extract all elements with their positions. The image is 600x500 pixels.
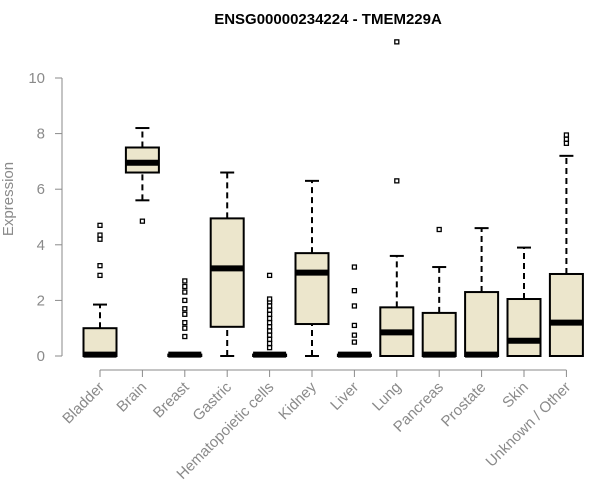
y-axis: 0 2 4 6 8 10 bbox=[28, 70, 63, 365]
outlier-point bbox=[266, 315, 273, 322]
x-tick-label: Prostate bbox=[438, 379, 490, 431]
outlier-point bbox=[266, 307, 273, 313]
outlier-point bbox=[351, 303, 358, 309]
outlier-point bbox=[182, 278, 188, 284]
box-liver bbox=[336, 264, 372, 358]
box-hematopoietic-cells bbox=[252, 272, 288, 358]
box-gastric bbox=[209, 171, 245, 357]
outlier-point bbox=[97, 232, 103, 238]
outlier-point bbox=[182, 311, 188, 317]
outlier-point bbox=[182, 306, 188, 312]
outlier-point bbox=[266, 303, 273, 309]
box-brain bbox=[124, 127, 160, 224]
outlier-point bbox=[351, 288, 358, 294]
outlier-point bbox=[97, 272, 103, 279]
y-tick-label: 2 bbox=[37, 292, 45, 309]
iqr-box bbox=[209, 217, 245, 328]
outlier-point bbox=[436, 226, 442, 233]
outlier-point bbox=[182, 283, 188, 290]
outlier-point bbox=[351, 322, 358, 329]
outlier-point bbox=[394, 178, 400, 184]
iqr-box bbox=[464, 291, 500, 357]
box-series bbox=[82, 39, 584, 358]
outlier-point bbox=[351, 339, 358, 345]
iqr-box bbox=[548, 272, 584, 357]
iqr-box bbox=[294, 252, 330, 326]
x-tick-label: Breast bbox=[150, 378, 193, 421]
outlier-point bbox=[563, 132, 570, 138]
box-unknown-other bbox=[548, 132, 584, 357]
iqr-box bbox=[506, 298, 542, 358]
x-tick-label: Skin bbox=[499, 379, 532, 412]
x-tick-label: Kidney bbox=[275, 378, 320, 423]
outlier-point bbox=[266, 332, 273, 338]
outlier-point bbox=[266, 272, 273, 279]
y-tick-label: 0 bbox=[37, 348, 45, 365]
y-tick-label: 10 bbox=[28, 70, 45, 87]
box-kidney bbox=[294, 179, 330, 357]
x-tick-label: Liver bbox=[327, 379, 362, 414]
outlier-point bbox=[563, 136, 570, 142]
outlier-point bbox=[266, 336, 273, 342]
outlier-point bbox=[394, 39, 400, 45]
y-tick-label: 8 bbox=[37, 126, 45, 143]
box-prostate bbox=[464, 227, 500, 358]
box-breast bbox=[167, 278, 203, 358]
outlier-point bbox=[563, 140, 570, 146]
outlier-point bbox=[182, 325, 188, 331]
iqr-box bbox=[421, 311, 457, 358]
x-tick-label: Brain bbox=[113, 379, 150, 416]
box-skin bbox=[506, 246, 542, 358]
outlier-point bbox=[266, 328, 273, 334]
box-bladder bbox=[82, 222, 118, 358]
outlier-point bbox=[266, 345, 273, 351]
outlier-point bbox=[182, 333, 188, 340]
box-lung bbox=[379, 39, 415, 358]
outlier-point bbox=[351, 264, 358, 270]
outlier-point bbox=[182, 297, 188, 304]
outlier-point bbox=[351, 332, 358, 338]
outlier-point bbox=[266, 311, 273, 317]
x-tick-label: Lung bbox=[369, 379, 405, 415]
y-tick-label: 6 bbox=[37, 181, 45, 198]
x-tick-label: Bladder bbox=[59, 379, 108, 428]
outlier-point bbox=[266, 324, 273, 330]
outlier-point bbox=[266, 296, 273, 302]
outlier-point bbox=[182, 319, 188, 326]
box-pancreas bbox=[421, 226, 457, 358]
outlier-point bbox=[139, 218, 146, 224]
outlier-point bbox=[97, 236, 103, 242]
y-tick-label: 4 bbox=[37, 237, 45, 254]
outlier-point bbox=[97, 222, 103, 228]
outlier-point bbox=[182, 289, 188, 295]
outlier-point bbox=[97, 262, 103, 269]
y-axis-label: Expression bbox=[0, 162, 17, 236]
outlier-point bbox=[266, 340, 273, 347]
outlier-point bbox=[266, 319, 273, 326]
chart-title: ENSG00000234224 - TMEM229A bbox=[214, 11, 442, 28]
